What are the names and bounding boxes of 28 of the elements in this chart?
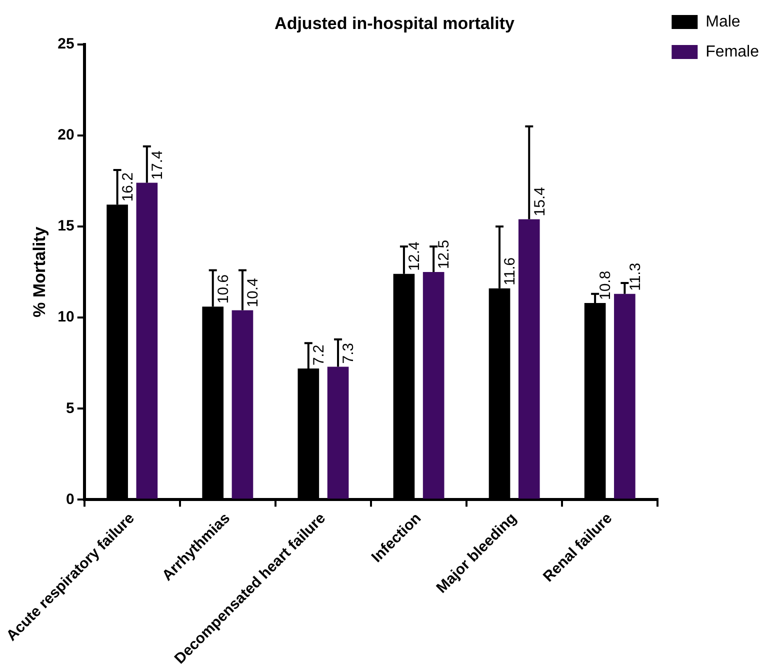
bar bbox=[614, 294, 636, 499]
y-axis-title: % Mortality bbox=[30, 226, 50, 318]
y-tick-label: 25 bbox=[58, 36, 74, 53]
y-tick-label: 10 bbox=[58, 308, 74, 326]
bar bbox=[232, 310, 254, 499]
data-label: 16.2 bbox=[119, 172, 136, 202]
data-label: 11.3 bbox=[626, 262, 644, 291]
bar bbox=[327, 366, 349, 499]
legend-label: Male bbox=[706, 13, 740, 30]
bar bbox=[422, 272, 444, 499]
chart-title: Adjusted in-hospital mortality bbox=[274, 14, 515, 33]
bar bbox=[518, 219, 540, 499]
y-tick-label: 0 bbox=[66, 490, 74, 508]
data-label: 10.8 bbox=[597, 270, 614, 300]
data-label: 12.4 bbox=[406, 242, 424, 271]
y-tick-label: 15 bbox=[58, 218, 74, 235]
data-label: 7.2 bbox=[310, 344, 328, 366]
y-tick-label: 20 bbox=[58, 126, 74, 144]
data-label: 10.4 bbox=[244, 278, 262, 308]
legend-label: Female bbox=[706, 43, 760, 60]
data-label: 7.3 bbox=[340, 342, 358, 364]
data-label: 12.5 bbox=[436, 240, 453, 270]
data-label: 15.4 bbox=[531, 187, 548, 216]
y-tick-label: 5 bbox=[66, 400, 74, 417]
data-label: 17.4 bbox=[149, 150, 166, 180]
bar bbox=[136, 182, 158, 499]
data-label: 10.6 bbox=[214, 274, 232, 304]
data-label: 11.6 bbox=[502, 257, 519, 286]
